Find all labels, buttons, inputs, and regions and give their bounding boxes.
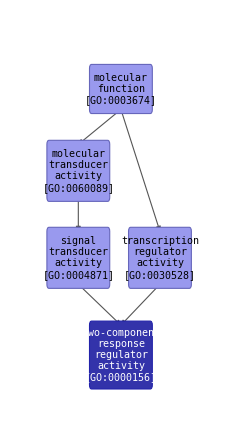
Text: molecular
function
[GO:0003674]: molecular function [GO:0003674]	[85, 73, 157, 105]
FancyBboxPatch shape	[128, 227, 191, 288]
FancyBboxPatch shape	[47, 140, 110, 202]
Text: molecular
transducer
activity
[GO:0060089]: molecular transducer activity [GO:006008…	[42, 149, 114, 193]
FancyBboxPatch shape	[90, 321, 152, 389]
Text: two-component
response
regulator
activity
[GO:0000156]: two-component response regulator activit…	[82, 328, 160, 382]
FancyBboxPatch shape	[47, 227, 110, 288]
FancyBboxPatch shape	[90, 64, 152, 113]
Text: transcription
regulator
activity
[GO:0030528]: transcription regulator activity [GO:003…	[121, 236, 199, 280]
Text: signal
transducer
activity
[GO:0004871]: signal transducer activity [GO:0004871]	[42, 236, 114, 280]
